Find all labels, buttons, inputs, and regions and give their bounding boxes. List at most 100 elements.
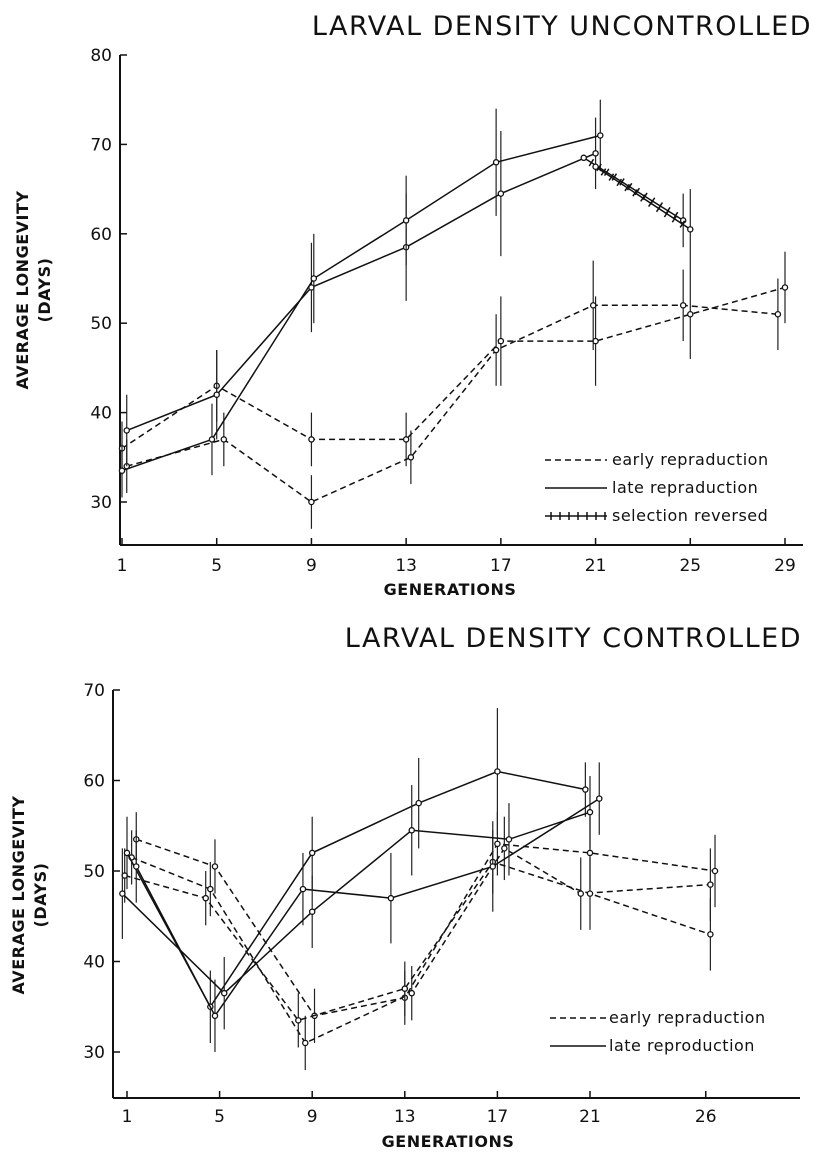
legend: early repraduction late repraduction selec… — [545, 450, 769, 525]
data-point — [211, 1012, 219, 1020]
y-tick-label: 50 — [83, 862, 105, 882]
y-tick-label: 30 — [90, 493, 112, 513]
x-axis-label: GENERATIONS — [384, 580, 517, 599]
x-tick-label: 9 — [306, 556, 317, 576]
x-tick-label: 1 — [117, 556, 128, 576]
data-point — [308, 436, 315, 443]
series-line — [126, 304, 778, 503]
data-point — [687, 311, 694, 318]
series-hatched — [592, 163, 694, 270]
data-point — [213, 391, 220, 398]
hatch-mark — [588, 158, 595, 167]
y-tick-label: 80 — [90, 46, 112, 66]
data-point — [220, 436, 228, 443]
data-point — [582, 786, 589, 793]
data-point — [492, 159, 500, 166]
x-tick-label: 13 — [395, 556, 417, 576]
y-tick-label: 70 — [83, 681, 105, 701]
data-point — [407, 454, 415, 461]
data-point — [308, 498, 315, 506]
data-point — [408, 827, 415, 834]
series-solid — [119, 775, 594, 1030]
data-point — [308, 849, 316, 857]
data-point — [123, 427, 130, 434]
data-point — [401, 985, 409, 992]
chart-title: LARVAL DENSITY UNCONTROLLED — [312, 11, 812, 42]
data-point — [586, 849, 594, 857]
data-point — [711, 867, 719, 875]
data-point — [501, 845, 508, 852]
series-dashed — [118, 251, 789, 476]
data-point — [302, 1039, 309, 1047]
y-tick-label: 70 — [90, 135, 112, 155]
data-point — [592, 163, 599, 170]
hatch-mark — [603, 168, 610, 177]
x-tick-label: 17 — [487, 1107, 509, 1127]
data-point — [387, 894, 395, 902]
legend: early repraduction late reproduction — [550, 1008, 766, 1055]
chart-1: LARVAL DENSITY UNCONTROLLED 30 40 50 60 70 80 1… — [13, 11, 812, 599]
hatch-mark — [596, 163, 602, 172]
y-axis-unit: (DAYS) — [35, 258, 54, 323]
legend-label: late repraduction — [612, 478, 758, 497]
series-line — [136, 838, 716, 1017]
y-tick-label: 60 — [83, 772, 105, 792]
hatch-mark — [611, 173, 618, 181]
data-point — [586, 890, 594, 897]
hatch-mark — [608, 173, 615, 181]
y-axis-unit: (DAYS) — [31, 863, 50, 928]
hatch-mark — [624, 183, 630, 192]
data-point — [492, 346, 500, 354]
series-solid — [118, 99, 604, 498]
x-tick-label: 9 — [307, 1107, 318, 1127]
x-tick-label: 29 — [774, 556, 796, 576]
legend-label: early repraduction — [612, 450, 769, 469]
data-point — [596, 795, 603, 802]
hatch-mark — [647, 199, 654, 208]
x-tick-label: 17 — [490, 556, 512, 576]
data-point — [402, 217, 410, 224]
data-point — [118, 467, 126, 474]
data-point — [781, 284, 789, 291]
chart-2: LARVAL DENSITY CONTROLLED 30 40 50 60 70 1 5 9 13… — [9, 623, 802, 1151]
data-point — [597, 132, 604, 139]
data-point — [505, 836, 513, 843]
x-tick-label: 1 — [122, 1107, 133, 1127]
hatch-mark — [655, 204, 662, 213]
data-point — [207, 885, 214, 893]
hatch-mark — [632, 189, 638, 197]
data-point — [119, 890, 126, 897]
data-point — [133, 863, 140, 870]
hatch-mark — [679, 220, 686, 228]
data-point — [310, 275, 318, 282]
x-tick-label: 5 — [211, 556, 222, 576]
hatch-mark — [663, 209, 670, 218]
y-axis-label: AVERAGE LONGEVITY — [9, 796, 28, 995]
hatch-mark — [671, 215, 678, 223]
y-tick-label: 30 — [83, 1043, 105, 1063]
chart-title: LARVAL DENSITY CONTROLLED — [345, 623, 802, 654]
x-tick-label: 13 — [394, 1107, 416, 1127]
hatch-mark — [616, 178, 623, 187]
data-point — [774, 311, 782, 318]
data-point — [707, 881, 714, 888]
data-point — [497, 190, 505, 197]
legend-label: early repraduction — [609, 1008, 766, 1027]
data-point — [679, 302, 687, 309]
legend-label: selection reversed — [612, 506, 768, 525]
series-solid — [133, 762, 603, 1052]
data-point — [408, 989, 415, 997]
series-line — [126, 770, 586, 1009]
data-point — [415, 799, 422, 807]
data-point — [202, 894, 209, 902]
data-point — [208, 436, 216, 443]
series-line — [121, 286, 786, 450]
x-tick-label: 5 — [214, 1107, 225, 1127]
series-dashed — [128, 816, 714, 1071]
y-tick-label: 50 — [90, 314, 112, 334]
series-line — [583, 157, 684, 222]
data-point — [123, 849, 131, 857]
data-point — [592, 150, 599, 157]
data-point — [295, 1017, 302, 1024]
series-line — [124, 861, 711, 1022]
